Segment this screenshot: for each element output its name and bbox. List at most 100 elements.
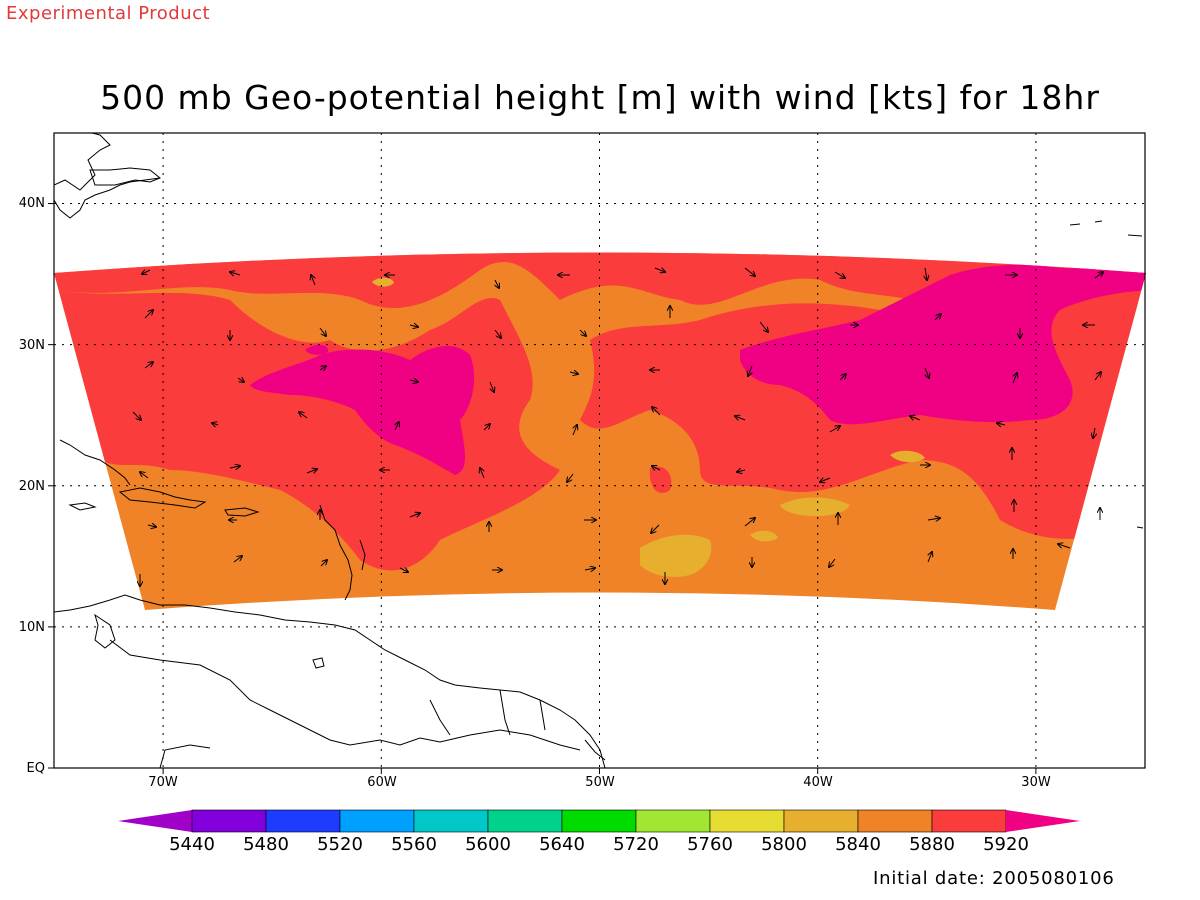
colorbar-swatch [709,809,785,833]
coastline-nova-scotia [89,167,161,186]
field-5840-region-north [372,277,394,287]
coastline-north-america [54,133,161,219]
wind-arrow [311,275,315,286]
colorbar-swatch [783,809,859,833]
initial-date-label: Initial date: 2005080106 [873,868,1115,889]
wind-arrow [834,271,845,278]
map-title: 500 mb Geo-potential height [m] with win… [100,78,1100,117]
coastline-puerto-rico [224,507,260,517]
wind-arrow [233,556,242,563]
wind-arrow [212,423,219,425]
field-5840-region-southeast [780,497,850,517]
colorbar-swatch [339,809,415,833]
wind-arrow [409,325,418,327]
colorbar-label: 5640 [539,834,585,855]
wind-arrow [997,423,1006,425]
wind-arrow [147,525,156,527]
wind-arrow [584,568,595,570]
wind-arrow [395,422,399,431]
colorbar-label: 5840 [835,834,881,855]
wind-arrow [409,380,418,382]
wind-arrow [925,367,929,378]
wind-arrow [494,329,501,338]
colorbar-label: 5440 [169,834,215,855]
lat-tick-label-eq: EQ [26,761,45,776]
field-5960-region-small [305,344,329,355]
wind-arrow [299,412,308,419]
wind-arrow [319,366,326,370]
colorbar-high-triangle [1006,810,1080,832]
coastline-brazil [159,739,606,768]
wind-arrow [480,468,484,479]
lat-tick-label-40n: 40N [18,196,45,211]
wind-arrow [490,381,494,392]
wind-arrow [910,416,921,420]
wind-arrow [829,558,836,567]
wind-arrow [142,270,151,274]
lon-tick-label-30w: 30W [1021,775,1051,790]
wind-arrow [144,310,153,319]
field-5840-region-east [890,450,925,463]
colorbar-swatch [635,809,711,833]
wind-arrow [1058,544,1071,549]
wind-arrow [934,314,941,321]
wind-arrow [654,268,665,272]
height-field [54,252,1146,610]
coastline-guianas [429,689,546,736]
wind-arrow [652,407,661,416]
wind-arrow [132,411,141,420]
colorbar-label: 5760 [687,834,733,855]
wind-arrow [1094,272,1103,279]
colorbar [118,809,1080,833]
wind-arrow [237,378,244,382]
wind-arrow [925,267,927,280]
wind-arrow [928,552,932,563]
colorbar-label: 5480 [243,834,289,855]
wind-arrow [737,470,746,472]
colorbar-label: 5920 [983,834,1029,855]
field-5840-region-south [640,534,712,577]
colorbar-label: 5800 [761,834,807,855]
lat-tick-label-10n: 10N [18,620,45,635]
experimental-product-label: Experimental Product [6,3,211,24]
wind-arrow [748,365,752,376]
colorbar-swatch [931,809,1007,833]
coastline-hispaniola [118,487,207,509]
colorbar-swatch [265,809,341,833]
wind-arrow [759,321,768,332]
lat-tick-label-30n: 30N [18,338,45,353]
wind-arrow [319,327,326,336]
colorbar-label: 5520 [317,834,363,855]
wind-arrow [579,329,586,336]
wind-arrow [1094,372,1101,381]
wind-arrow [573,425,577,436]
colorbar-swatch [191,809,267,833]
lon-tick-label-50w: 50W [585,775,615,790]
colorbar-low-triangle [118,810,192,832]
wind-arrow [229,466,240,468]
wind-arrow [483,424,490,431]
wind-arrow [567,473,574,482]
lat-tick-label-20n: 20N [18,479,45,494]
coastline-lake-maracaibo [94,613,116,649]
colorbar-label: 5600 [465,834,511,855]
wind-arrow [409,513,420,517]
wind-arrow [320,560,327,567]
wind-arrow [1013,373,1017,384]
wind-arrow [735,416,746,420]
lon-tick-label-60w: 60W [367,775,397,790]
colorbar-swatch [487,809,563,833]
wind-arrow [399,568,408,572]
wind-arrow [820,478,831,482]
wind-arrow [140,472,149,479]
wind-arrow [569,372,578,374]
colorbar-swatch [413,809,489,833]
wind-arrow [744,518,755,527]
graticule [54,133,1145,768]
colorbar-label: 5880 [909,834,955,855]
coastlines [54,133,1144,768]
wind-arrow [230,272,241,275]
wind-arrow [144,362,153,369]
wind-arrow [1093,427,1095,438]
